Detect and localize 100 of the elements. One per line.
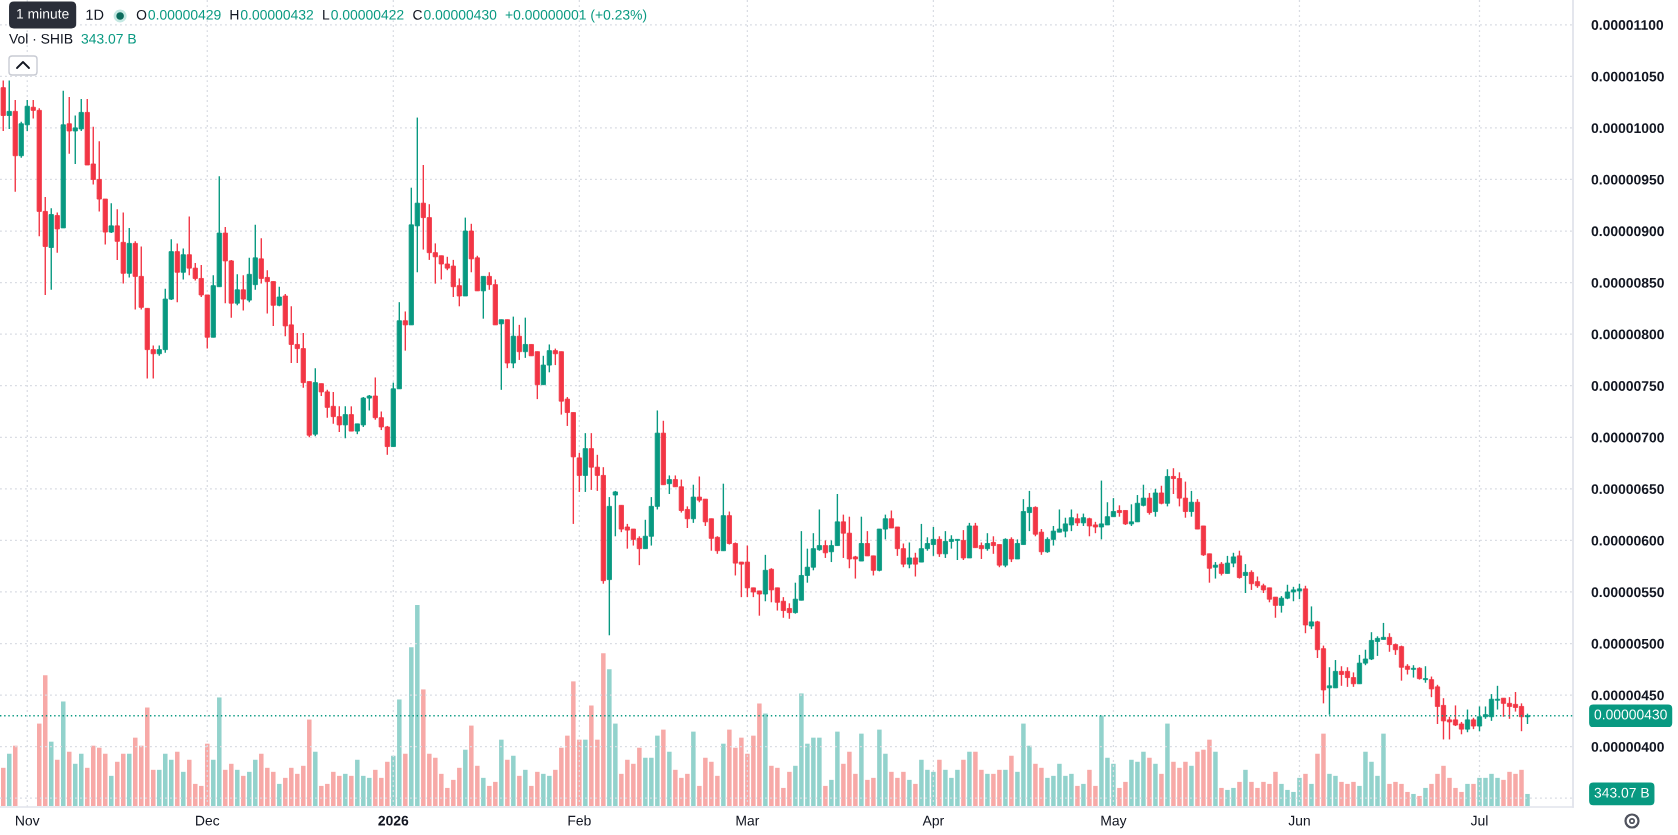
bar: [55, 759, 60, 806]
bar: [1237, 781, 1242, 806]
y-tick-label: 0.00000500: [1591, 638, 1664, 649]
candlestick: [858, 515, 864, 562]
y-tick-label: 0.00000650: [1591, 484, 1664, 495]
y-tick-label: 0.00001000: [1591, 123, 1664, 134]
bar: [1, 767, 6, 806]
bar: [961, 759, 966, 806]
candlestick: [522, 316, 528, 359]
bar: [1003, 769, 1008, 806]
bar: [1423, 787, 1428, 806]
bar: [1243, 769, 1248, 806]
bar: [1153, 763, 1158, 806]
bar: [1411, 793, 1416, 806]
y-tick-label: 0.00000450: [1591, 690, 1664, 701]
y-tick-label: 0.00000400: [1591, 742, 1664, 752]
bar: [241, 775, 246, 806]
bar: [481, 777, 486, 806]
x-tick-label: 2026: [378, 815, 409, 826]
x-tick-label: Apr: [922, 815, 944, 829]
candlestick: [906, 541, 912, 569]
bar: [691, 731, 696, 806]
candlestick: [498, 319, 504, 391]
bar: [313, 751, 318, 806]
y-tick-label: 0.00000850: [1591, 277, 1664, 288]
x-tick-label: Feb: [568, 815, 591, 826]
bar: [499, 739, 504, 806]
bar: [1009, 755, 1014, 806]
candlestick: [342, 405, 348, 440]
candlestick: [348, 405, 354, 432]
text: 1D: [86, 9, 104, 20]
x-tick-label: Nov: [16, 815, 40, 826]
text: 343.07 B: [1594, 787, 1649, 798]
candlestick: [1146, 492, 1153, 516]
x-tick-label: May: [1101, 815, 1127, 829]
bar: [1165, 723, 1170, 806]
bar: [523, 769, 528, 806]
x-tick-label: Jul: [1470, 815, 1488, 826]
annotation: 0.00000422: [331, 9, 404, 20]
bar: [109, 775, 114, 806]
candlestick: [762, 554, 768, 602]
candlestick: [1188, 490, 1195, 518]
candlestick: [666, 474, 672, 495]
bar: [1471, 783, 1476, 806]
bar: [721, 743, 726, 806]
bar: [349, 775, 354, 806]
candlestick: [6, 79, 12, 130]
candlestick: [960, 529, 966, 561]
annotation: O: [136, 9, 147, 20]
bar: [181, 771, 186, 806]
candlestick: [54, 211, 60, 254]
x-tick-label: Jun: [1288, 815, 1310, 826]
bar: [763, 713, 768, 806]
bar: [517, 775, 522, 806]
candlestick: [912, 552, 918, 578]
annotation: 1 minute: [17, 8, 69, 19]
bar: [859, 733, 864, 806]
y-tick-label: 0.00000600: [1591, 535, 1664, 546]
bar: [1525, 793, 1530, 806]
bar: [175, 751, 180, 806]
ref-line-label: 0.00000430: [1594, 709, 1667, 720]
bar: [1303, 773, 1308, 806]
annotation: 0.00000432: [240, 9, 314, 20]
candlestick: [234, 273, 240, 306]
candlestick: [1008, 536, 1014, 563]
candlestick: [690, 484, 696, 524]
candlestick: [1236, 550, 1243, 580]
bar: [661, 729, 666, 806]
bar: [937, 759, 942, 806]
bar: [1417, 795, 1422, 806]
annotation: H: [230, 10, 239, 20]
y-tick-label: 0.00001050: [1591, 71, 1664, 82]
bar: [913, 783, 918, 806]
bar: [277, 783, 282, 806]
annotation: L: [323, 10, 330, 20]
y-tick-label: 0.00001100: [1591, 20, 1664, 30]
bar: [1147, 757, 1152, 806]
candlestick: [1308, 605, 1315, 630]
bar: [511, 755, 516, 806]
bar: [667, 751, 672, 806]
bar: [61, 701, 66, 806]
y-tick-label: 0.00000750: [1591, 381, 1664, 391]
bar: [1189, 765, 1194, 806]
candlestick: [480, 275, 486, 320]
y-tick-label: 0.00000550: [1591, 587, 1664, 598]
bar: [1159, 773, 1164, 806]
candlestick: [240, 274, 246, 312]
bar: [1081, 783, 1086, 806]
x-tick-label: Dec: [196, 815, 220, 826]
bar: [7, 753, 12, 806]
bar: [49, 741, 54, 806]
annotation: 0.00000430: [424, 9, 497, 20]
candlestick: [1242, 563, 1249, 594]
bar: [505, 759, 510, 806]
annotation: 343.07 B: [81, 33, 136, 44]
y-tick-label: 0.00000800: [1591, 329, 1664, 340]
bar: [403, 753, 408, 806]
bar: [967, 751, 972, 806]
bar: [985, 773, 990, 806]
chart-title: Vol · SHIB: [9, 33, 73, 44]
